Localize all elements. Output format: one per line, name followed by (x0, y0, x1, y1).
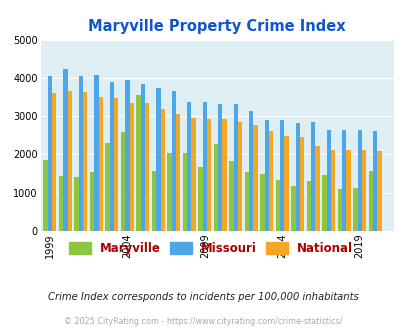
Bar (337, 188, 341, 231)
Bar (90, 172, 94, 231)
Bar (198, 167, 202, 231)
Bar (284, 136, 288, 231)
Bar (48, 76, 52, 231)
Bar (187, 102, 191, 231)
Bar (310, 122, 315, 231)
Bar (361, 150, 365, 231)
Bar (151, 171, 156, 231)
Bar (94, 75, 98, 231)
Bar (345, 150, 350, 231)
Bar (52, 93, 56, 231)
Bar (63, 69, 67, 231)
Bar (171, 90, 176, 231)
Bar (372, 131, 377, 231)
Bar (217, 104, 222, 231)
Bar (299, 137, 303, 231)
Legend: Maryville, Missouri, National: Maryville, Missouri, National (64, 237, 357, 260)
Bar (244, 173, 249, 231)
Bar (233, 104, 237, 231)
Bar (109, 82, 114, 231)
Bar (98, 97, 102, 231)
Bar (260, 174, 264, 231)
Text: © 2025 CityRating.com - https://www.cityrating.com/crime-statistics/: © 2025 CityRating.com - https://www.city… (64, 317, 341, 326)
Bar (330, 150, 335, 231)
Bar (156, 88, 160, 231)
Bar (326, 130, 330, 231)
Bar (315, 146, 319, 231)
Bar (67, 90, 72, 231)
Bar (322, 175, 326, 231)
Bar (253, 125, 257, 231)
Bar (160, 109, 164, 231)
Bar (341, 130, 345, 231)
Bar (229, 161, 233, 231)
Bar (368, 171, 372, 231)
Bar (295, 123, 299, 231)
Bar (105, 143, 109, 231)
Bar (202, 102, 207, 231)
Bar (249, 111, 253, 231)
Bar (83, 92, 87, 231)
Bar (279, 119, 284, 231)
Bar (121, 132, 125, 231)
Bar (275, 180, 279, 231)
Bar (191, 118, 195, 231)
Bar (74, 178, 79, 231)
Bar (222, 119, 226, 231)
Bar (213, 144, 217, 231)
Bar (145, 103, 149, 231)
Title: Maryville Property Crime Index: Maryville Property Crime Index (88, 19, 345, 34)
Bar (264, 119, 268, 231)
Bar (357, 130, 361, 231)
Bar (167, 152, 171, 231)
Bar (182, 152, 187, 231)
Bar (352, 188, 357, 231)
Bar (141, 84, 145, 231)
Bar (268, 131, 273, 231)
Bar (59, 176, 63, 231)
Bar (237, 121, 242, 231)
Bar (125, 80, 129, 231)
Bar (114, 98, 118, 231)
Bar (290, 186, 295, 231)
Bar (207, 119, 211, 231)
Bar (129, 103, 134, 231)
Bar (175, 114, 180, 231)
Text: Crime Index corresponds to incidents per 100,000 inhabitants: Crime Index corresponds to incidents per… (47, 292, 358, 302)
Bar (43, 160, 48, 231)
Bar (306, 181, 310, 231)
Bar (377, 151, 381, 231)
Bar (136, 95, 140, 231)
Bar (79, 76, 83, 231)
